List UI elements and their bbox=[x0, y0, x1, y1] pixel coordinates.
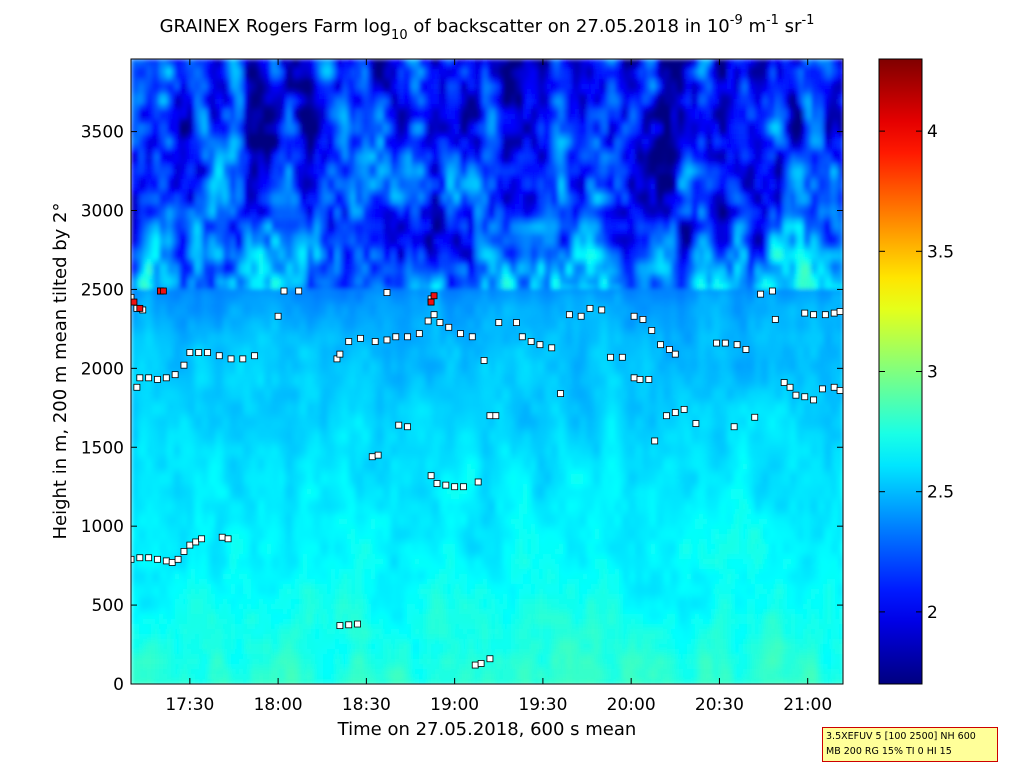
heatmap-plot bbox=[131, 59, 844, 685]
chart-title: GRAINEX Rogers Farm log10 of backscatter… bbox=[160, 13, 815, 43]
heatmap-cells bbox=[131, 59, 844, 685]
